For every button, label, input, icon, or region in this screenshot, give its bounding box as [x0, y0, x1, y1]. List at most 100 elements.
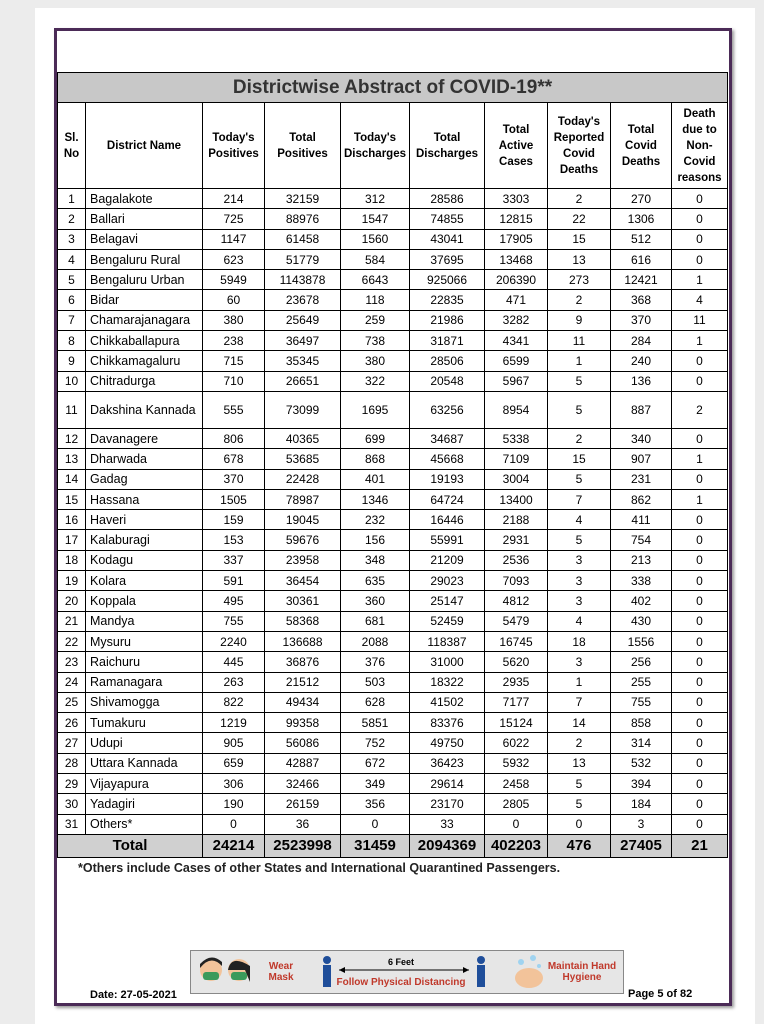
district-row: 28 Uttara Kannada 659 42887 672 36423 5932 13 53…: [57, 752, 728, 775]
district-row: 9 Chikkamagaluru 715 35345 380 28506 6599 1 240 0: [57, 350, 728, 372]
cell-value: 4341: [484, 330, 548, 352]
cell-value: 255: [610, 671, 672, 693]
cell-value: 31871: [409, 330, 485, 352]
cell-value: 6643: [340, 269, 410, 291]
cell-value: 0: [671, 549, 728, 572]
cell-value: 360: [340, 590, 410, 612]
column-header: District Name: [85, 102, 203, 189]
column-header: Today's Discharges: [340, 102, 410, 189]
cell-value: 1: [671, 269, 728, 291]
cell-value: 28506: [409, 350, 485, 372]
total-value: 476: [547, 833, 611, 858]
cell-value: 51779: [264, 248, 341, 271]
cell-value: 738: [340, 330, 410, 352]
cell-value: 20548: [409, 370, 485, 392]
district-row: 2 Ballari 725 88976 1547 74855 12815 22 1306 0: [57, 208, 728, 230]
column-header: Total Discharges: [409, 102, 485, 189]
hygiene-text: Maintain Hand Hygiene: [547, 961, 617, 983]
cell-value: 36: [264, 813, 341, 835]
district-name: Chamarajanagara: [85, 309, 203, 332]
footnote: *Others include Cases of other States an…: [78, 861, 561, 875]
column-header: Total Active Cases: [484, 102, 548, 189]
cell-value: 136: [610, 370, 672, 392]
hygiene-icon: [515, 955, 543, 988]
cell-value: 822: [202, 691, 265, 714]
cell-value: 256: [610, 651, 672, 673]
cell-value: 1: [57, 187, 86, 210]
column-header: Total Positives: [264, 102, 341, 189]
cell-value: 58368: [264, 610, 341, 632]
cell-value: 2: [57, 208, 86, 230]
cell-value: 231: [610, 468, 672, 490]
district-row: 14 Gadag 370 22428 401 19193 3004 5 231 0: [57, 468, 728, 490]
cell-value: 512: [610, 228, 672, 250]
cell-value: 23: [57, 651, 86, 673]
cell-value: 22: [57, 630, 86, 653]
cell-value: 1695: [340, 390, 410, 429]
cell-value: 5620: [484, 651, 548, 673]
cell-value: 5: [547, 793, 611, 815]
cell-value: 806: [202, 427, 265, 450]
cell-value: 5967: [484, 370, 548, 392]
cell-value: 532: [610, 752, 672, 775]
cell-value: 0: [671, 248, 728, 271]
cell-value: 5479: [484, 610, 548, 632]
cell-value: 4: [547, 509, 611, 531]
total-value: 31459: [340, 833, 410, 858]
cell-value: 0: [484, 813, 548, 835]
cell-value: 206390: [484, 269, 548, 291]
total-label: Total: [57, 833, 203, 858]
cell-value: 37695: [409, 248, 485, 271]
cell-value: 0: [671, 793, 728, 815]
cell-value: 16: [57, 509, 86, 531]
cell-value: 7: [57, 309, 86, 332]
cell-value: 5932: [484, 752, 548, 775]
cell-value: 376: [340, 651, 410, 673]
cell-value: 22: [547, 208, 611, 230]
cell-value: 60: [202, 289, 265, 311]
cell-value: 0: [671, 813, 728, 835]
cell-value: 118387: [409, 630, 485, 653]
cell-value: 36876: [264, 651, 341, 673]
cell-value: 214: [202, 187, 265, 210]
cell-value: 6: [57, 289, 86, 311]
cell-value: 1: [671, 488, 728, 511]
cell-value: 755: [610, 691, 672, 714]
cell-value: 284: [610, 330, 672, 352]
district-name: Bengaluru Rural: [85, 248, 203, 271]
cell-value: 22835: [409, 289, 485, 311]
cell-value: 13468: [484, 248, 548, 271]
district-name: Bagalakote: [85, 187, 203, 210]
cell-value: 0: [671, 590, 728, 612]
cell-value: 3004: [484, 468, 548, 490]
district-row: 19 Kolara 591 36454 635 29023 7093 3 338 0: [57, 570, 728, 592]
cell-value: 715: [202, 350, 265, 372]
cell-value: 53685: [264, 448, 341, 470]
district-name: Vijayapura: [85, 773, 203, 795]
district-row: 23 Raichuru 445 36876 376 31000 5620 3 256 0: [57, 651, 728, 673]
cell-value: 153: [202, 529, 265, 551]
district-name: Gadag: [85, 468, 203, 490]
cell-value: 7: [547, 488, 611, 511]
cell-value: 11: [57, 390, 86, 429]
safety-banner: Wear Mask 6 Feet Follow Physical Distanc…: [190, 950, 624, 994]
cell-value: 0: [671, 610, 728, 632]
cell-value: 9: [547, 309, 611, 332]
district-row: 7 Chamarajanagara 380 25649 259 21986 3282 9 370…: [57, 309, 728, 332]
district-name: Others*: [85, 813, 203, 835]
cell-value: 11: [671, 309, 728, 332]
cell-value: 495: [202, 590, 265, 612]
cell-value: 0: [671, 509, 728, 531]
cell-value: 190: [202, 793, 265, 815]
district-name: Yadagiri: [85, 793, 203, 815]
cell-value: 23170: [409, 793, 485, 815]
cell-value: 99358: [264, 712, 341, 734]
cell-value: 699: [340, 427, 410, 450]
cell-value: 34687: [409, 427, 485, 450]
district-name: Ramanagara: [85, 671, 203, 693]
district-name: Bengaluru Urban: [85, 269, 203, 291]
district-row: 26 Tumakuru 1219 99358 5851 83376 15124 14 858 0: [57, 712, 728, 734]
cell-value: 1: [671, 448, 728, 470]
cell-value: 52459: [409, 610, 485, 632]
cell-value: 83376: [409, 712, 485, 734]
